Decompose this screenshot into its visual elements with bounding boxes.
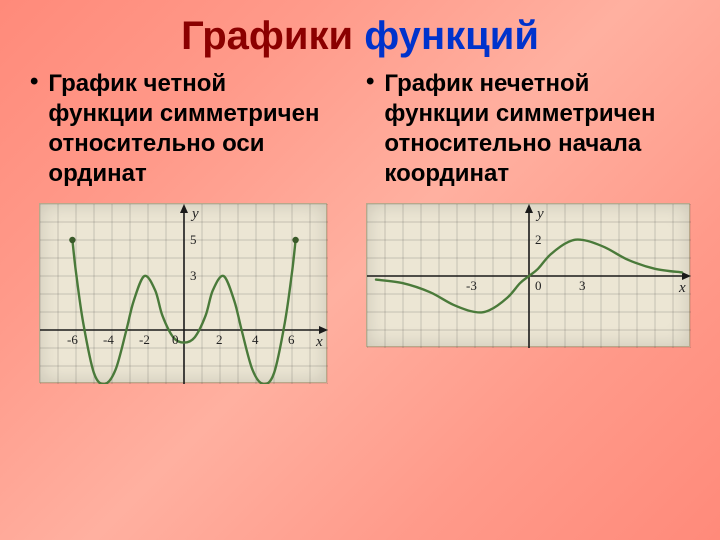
svg-text:6: 6: [288, 332, 295, 347]
right-chart-wrap: -3 0 3 2 x y: [366, 203, 690, 347]
title-part1: Графики: [181, 14, 364, 58]
svg-text:-3: -3: [466, 278, 477, 293]
svg-text:-4: -4: [103, 332, 114, 347]
svg-text:y: y: [190, 206, 199, 222]
svg-text:3: 3: [579, 278, 586, 293]
right-bullet: • График нечетной функции симметричен от…: [366, 69, 690, 189]
columns: • График четной функции симметричен отно…: [0, 59, 720, 383]
left-chart-wrap: -6 -4 -2 0 2 4 6 3 5 x y: [30, 203, 336, 383]
title-part2: функций: [364, 14, 539, 58]
page-title: Графики функций: [0, 0, 720, 59]
svg-text:0: 0: [172, 332, 179, 347]
svg-text:-6: -6: [67, 332, 78, 347]
bullet-dot-icon: •: [366, 69, 374, 95]
right-bullet-text: График нечетной функции симметричен отно…: [384, 69, 690, 189]
bullet-dot-icon: •: [30, 69, 38, 95]
svg-text:-2: -2: [139, 332, 150, 347]
svg-text:0: 0: [535, 278, 542, 293]
left-bullet: • График четной функции симметричен отно…: [30, 69, 336, 189]
svg-text:y: y: [535, 206, 544, 222]
right-column: • График нечетной функции симметричен от…: [366, 69, 690, 383]
svg-text:x: x: [315, 334, 323, 350]
svg-text:4: 4: [252, 332, 259, 347]
left-bullet-text: График четной функции симметричен относи…: [48, 69, 336, 189]
svg-text:x: x: [678, 280, 686, 296]
right-chart: -3 0 3 2 x y: [366, 203, 690, 347]
left-column: • График четной функции симметричен отно…: [30, 69, 336, 383]
svg-text:2: 2: [535, 232, 542, 247]
svg-text:2: 2: [216, 332, 223, 347]
left-chart: -6 -4 -2 0 2 4 6 3 5 x y: [39, 203, 327, 383]
svg-text:5: 5: [190, 232, 197, 247]
svg-text:3: 3: [190, 268, 197, 283]
